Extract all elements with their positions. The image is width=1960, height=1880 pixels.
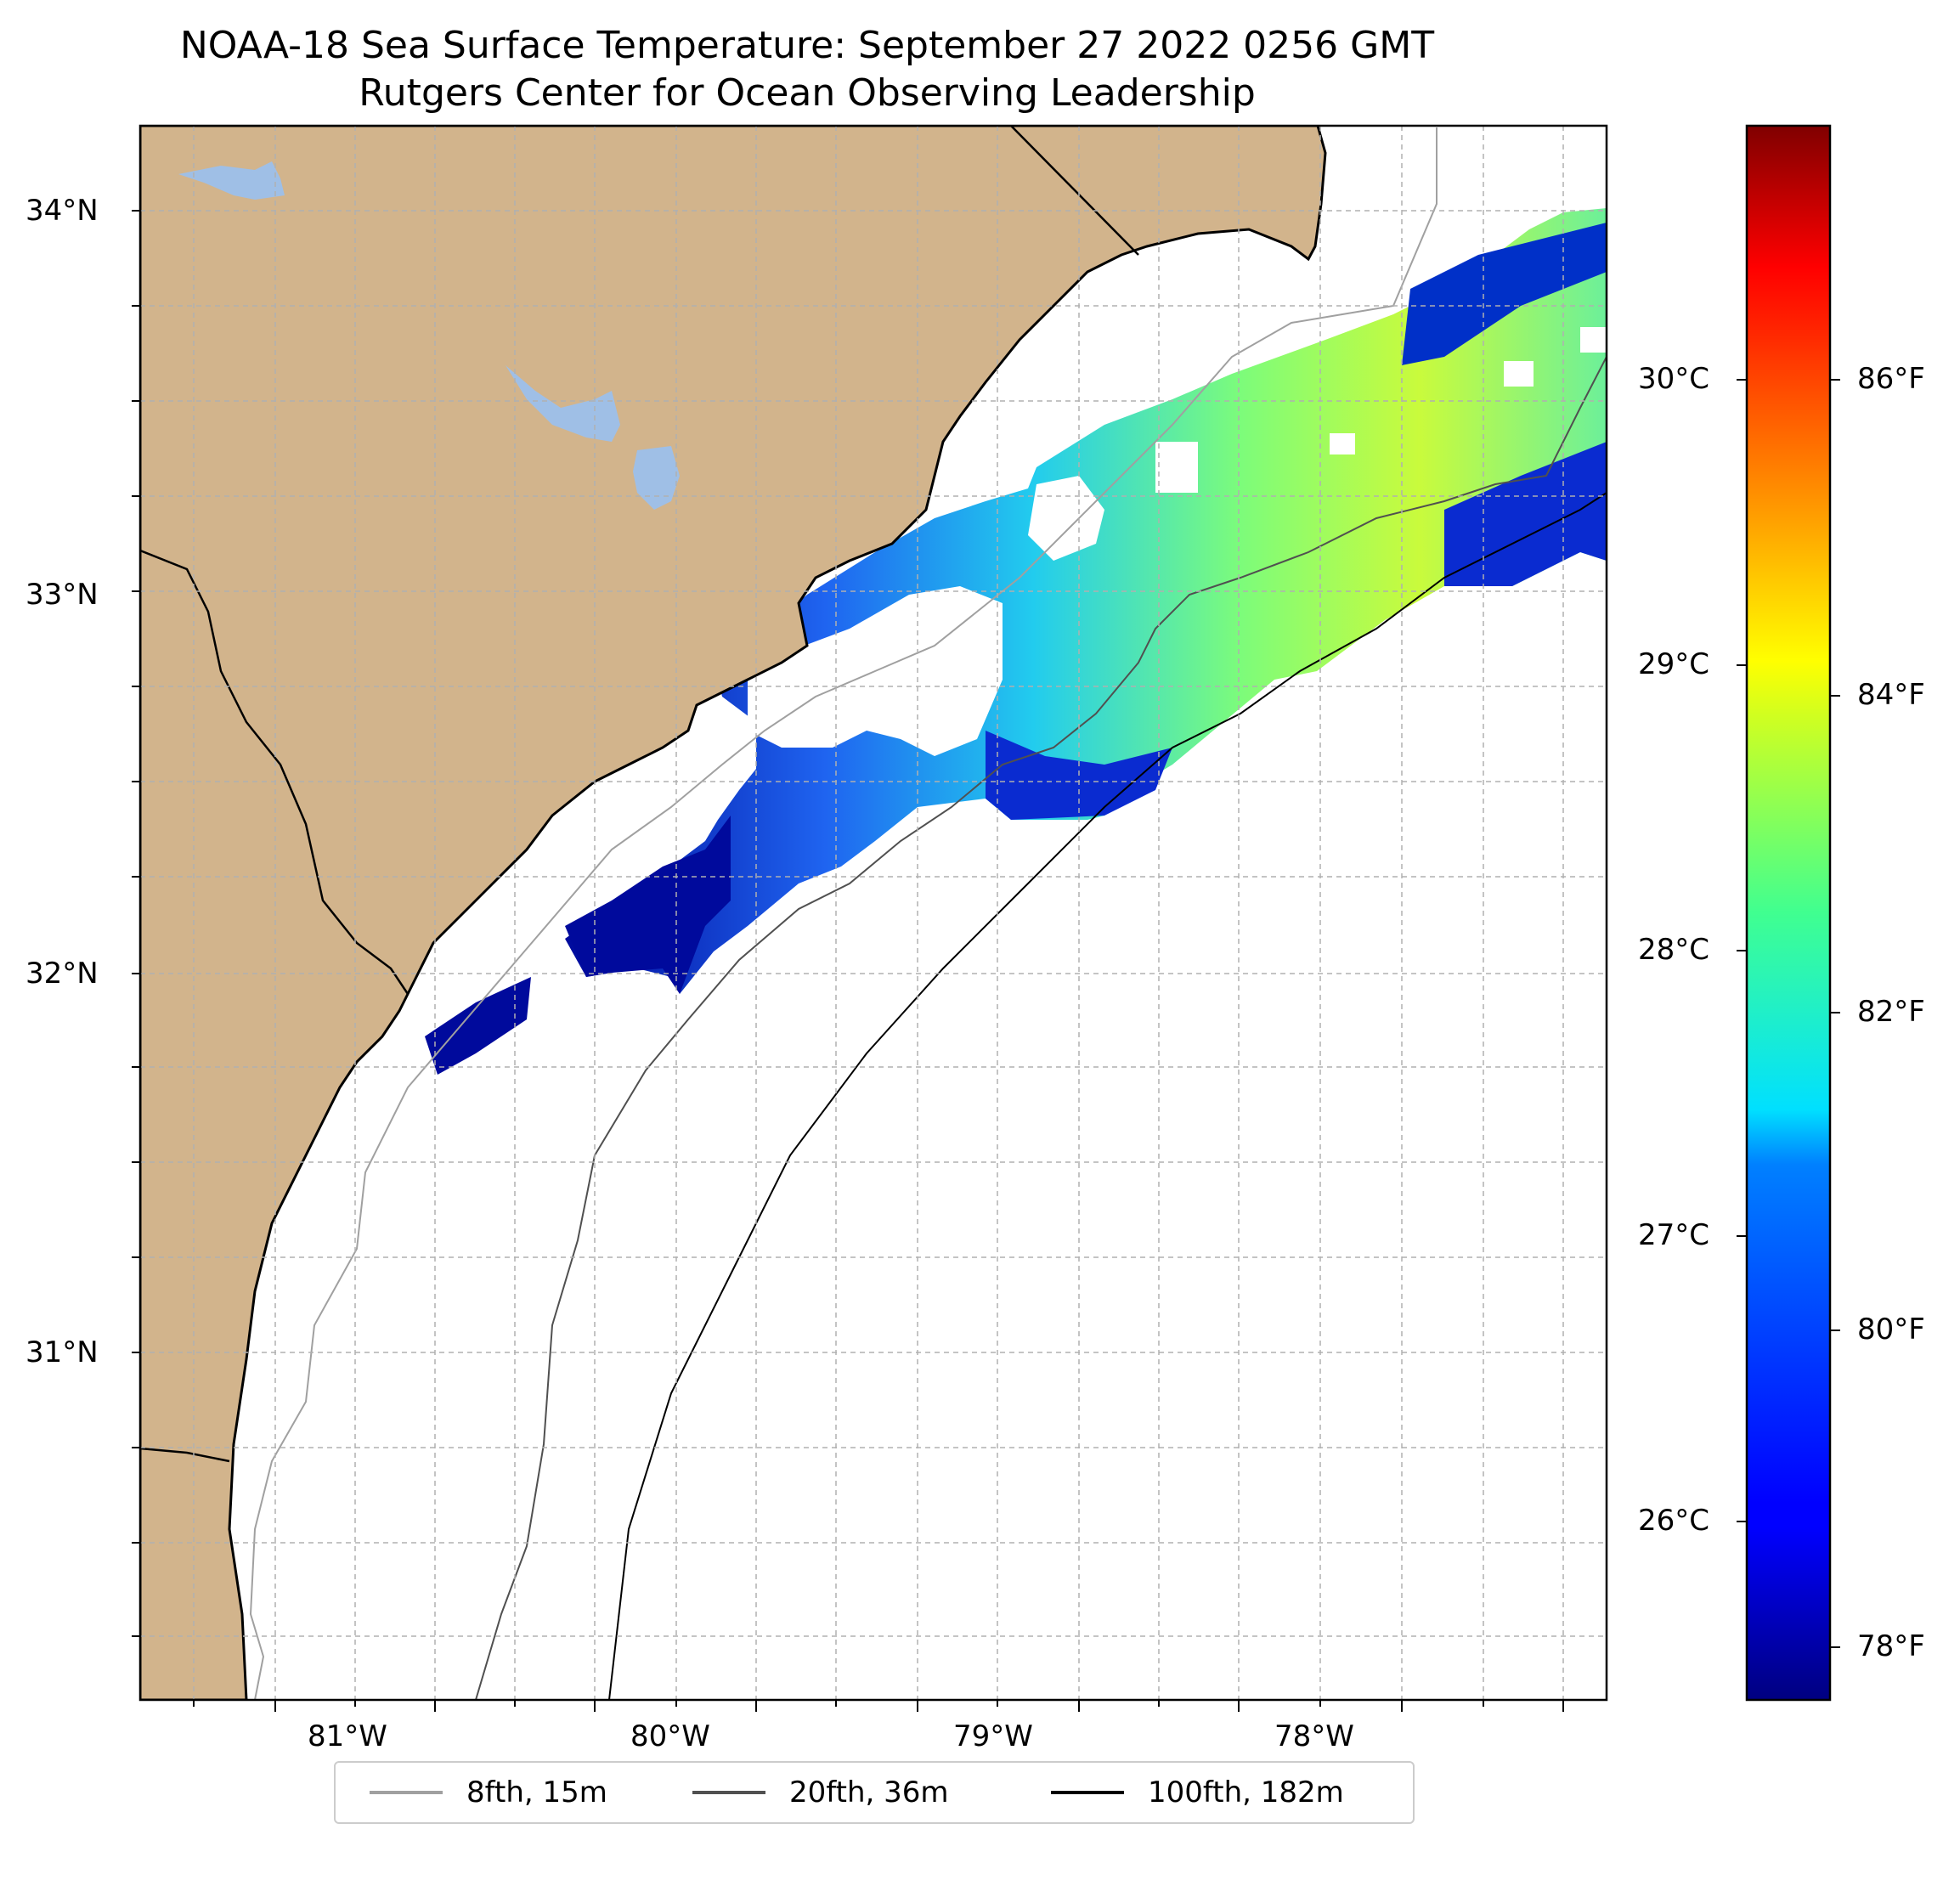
cbar-f-80: 80°F (1857, 1313, 1925, 1346)
lat-label-33: 33°N (25, 578, 99, 612)
lake-north (178, 161, 285, 200)
cbar-c-30: 30°C (1638, 362, 1710, 396)
gridlines (140, 126, 1607, 1700)
figure-title: NOAA-18 Sea Surface Temperature: Septemb… (179, 24, 1435, 67)
colorbar-ticks (1737, 379, 1840, 1648)
cloud-gap-6 (1028, 476, 1104, 561)
cbar-f-86: 86°F (1857, 362, 1925, 396)
lon-label-80: 80°W (630, 1719, 710, 1753)
legend-label-20fth: 20fth, 36m (789, 1776, 949, 1809)
cbar-f-78: 78°F (1857, 1629, 1925, 1663)
lon-label-78: 78°W (1274, 1719, 1354, 1753)
legend-swatch-20fth (692, 1791, 765, 1794)
figure-subtitle: Rutgers Center for Ocean Observing Leade… (359, 71, 1256, 115)
state-border-nc-sc (1010, 126, 1139, 256)
lake-moultrie (633, 446, 680, 510)
map-frame (138, 124, 1608, 1702)
sst-cool-patch-1 (565, 816, 731, 994)
legend-swatch-8fth (370, 1791, 443, 1794)
colorbar (1745, 124, 1832, 1702)
sst-cool-patch-3 (1402, 223, 1607, 365)
contour-8fth (249, 127, 1438, 1700)
legend-label-8fth: 8fth, 15m (466, 1776, 607, 1809)
legend-label-100fth: 100fth, 182m (1148, 1776, 1344, 1809)
lat-label-32: 32°N (25, 957, 99, 991)
cbar-f-82: 82°F (1857, 995, 1925, 1029)
lon-label-79: 79°W (953, 1719, 1033, 1753)
sst-cool-patch-2 (425, 977, 531, 1075)
sst-swath (565, 208, 1607, 994)
lat-label-34: 34°N (25, 194, 99, 228)
legend-item-8fth: 8fth, 15m (370, 1763, 607, 1822)
state-border-ga-fl (140, 1447, 230, 1463)
state-border-sc-ga (140, 549, 410, 995)
contour-20fth (475, 356, 1607, 1700)
legend-item-100fth: 100fth, 182m (1051, 1763, 1344, 1822)
cloud-gap-3 (1504, 361, 1534, 387)
cbar-c-26: 26°C (1638, 1504, 1710, 1538)
lake-marion (506, 365, 620, 442)
legend-swatch-100fth (1051, 1791, 1124, 1794)
cloud-gap-2 (1330, 433, 1355, 454)
cbar-c-27: 27°C (1638, 1218, 1710, 1252)
sst-cool-patch-4 (1444, 442, 1607, 586)
cbar-f-84: 84°F (1857, 678, 1925, 712)
cloud-gap-4 (1580, 327, 1607, 353)
land-mass (140, 126, 1327, 1700)
map-ticks (132, 210, 1564, 1712)
legend-item-20fth: 20fth, 36m (692, 1763, 949, 1822)
lon-label-81: 81°W (308, 1719, 387, 1753)
cloud-gap-1 (1155, 442, 1198, 493)
contour-100fth (608, 492, 1607, 1700)
contour-legend: 8fth, 15m 20fth, 36m 100fth, 182m (334, 1761, 1415, 1824)
cbar-c-28: 28°C (1638, 933, 1710, 967)
lat-label-31: 31°N (25, 1335, 99, 1369)
cbar-c-29: 29°C (1638, 647, 1710, 681)
